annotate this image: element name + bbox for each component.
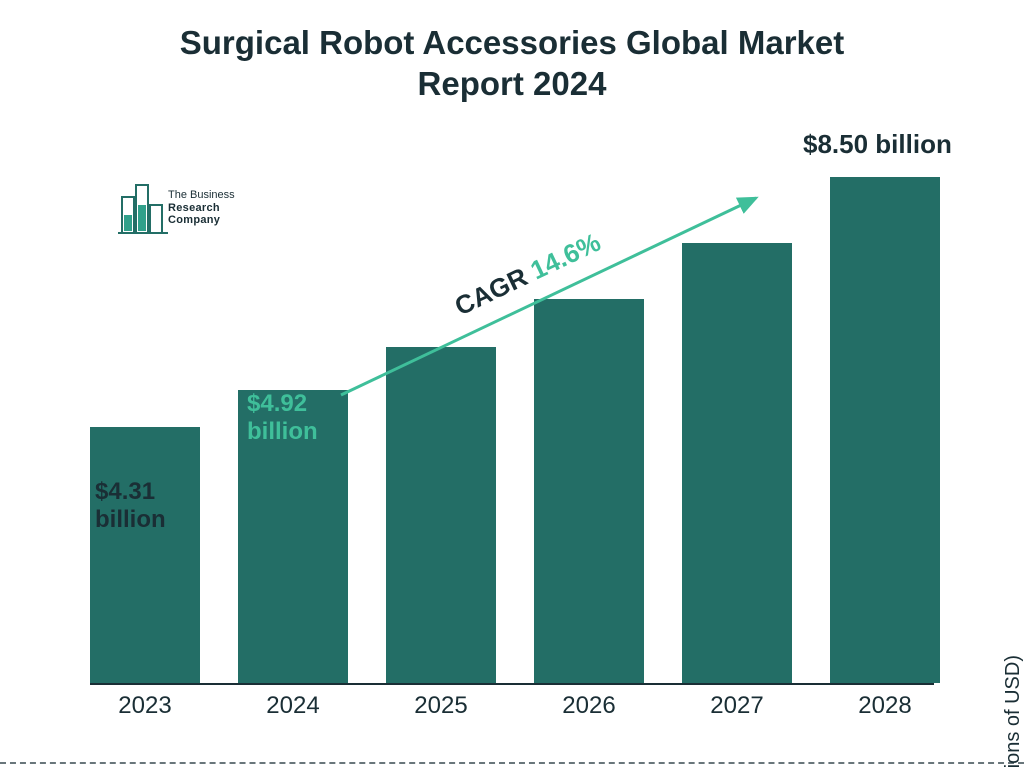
bars-group <box>90 175 934 683</box>
x-axis-baseline <box>90 683 934 685</box>
y-axis-label: Market Size (in billions of USD) <box>1002 655 1024 768</box>
x-axis-label: 2026 <box>534 692 644 720</box>
bar <box>830 177 940 683</box>
x-axis-label: 2025 <box>386 692 496 720</box>
x-axis-label: 2028 <box>830 692 940 720</box>
x-axis-label: 2023 <box>90 692 200 720</box>
x-axis-label: 2024 <box>238 692 348 720</box>
title-line-2: Report 2024 <box>418 65 607 102</box>
bar <box>682 243 792 683</box>
footer-divider <box>0 762 1024 764</box>
bar <box>534 299 644 683</box>
value-label: $4.92billion <box>247 390 318 445</box>
chart-title: Surgical Robot Accessories Global Market… <box>0 22 1024 105</box>
value-label: $4.31billion <box>95 478 166 533</box>
plot-area <box>90 175 934 685</box>
bar <box>386 347 496 683</box>
title-line-1: Surgical Robot Accessories Global Market <box>180 24 844 61</box>
bar <box>90 427 200 683</box>
chart-container: Surgical Robot Accessories Global Market… <box>0 0 1024 768</box>
value-label: $8.50 billion <box>803 130 952 160</box>
x-axis-label: 2027 <box>682 692 792 720</box>
